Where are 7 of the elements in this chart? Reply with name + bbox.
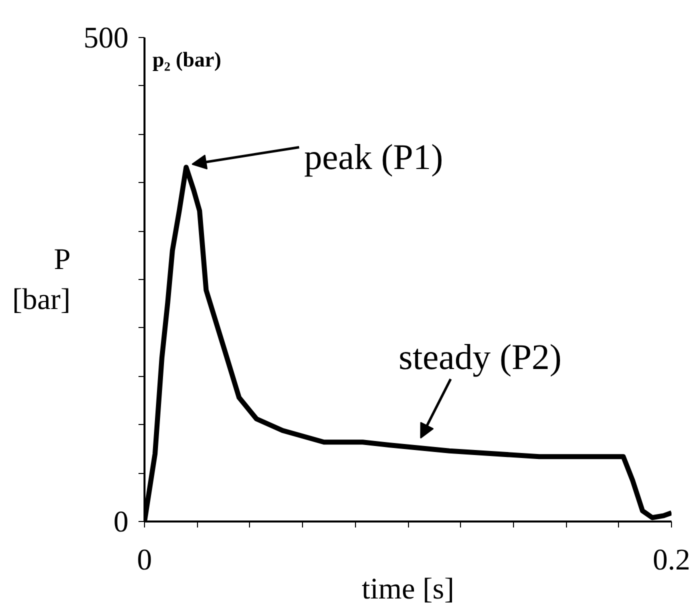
annotation: steady (P2): [398, 337, 562, 378]
y-tick-label: 500: [84, 22, 128, 54]
x-tick-label: 0.2: [652, 544, 690, 576]
text: p₂ (bar): [152, 48, 222, 72]
x-axis-title: time [s]: [362, 572, 454, 606]
y-axis-title: P [bar]: [12, 243, 71, 316]
annotation: peak (P1): [304, 137, 444, 178]
